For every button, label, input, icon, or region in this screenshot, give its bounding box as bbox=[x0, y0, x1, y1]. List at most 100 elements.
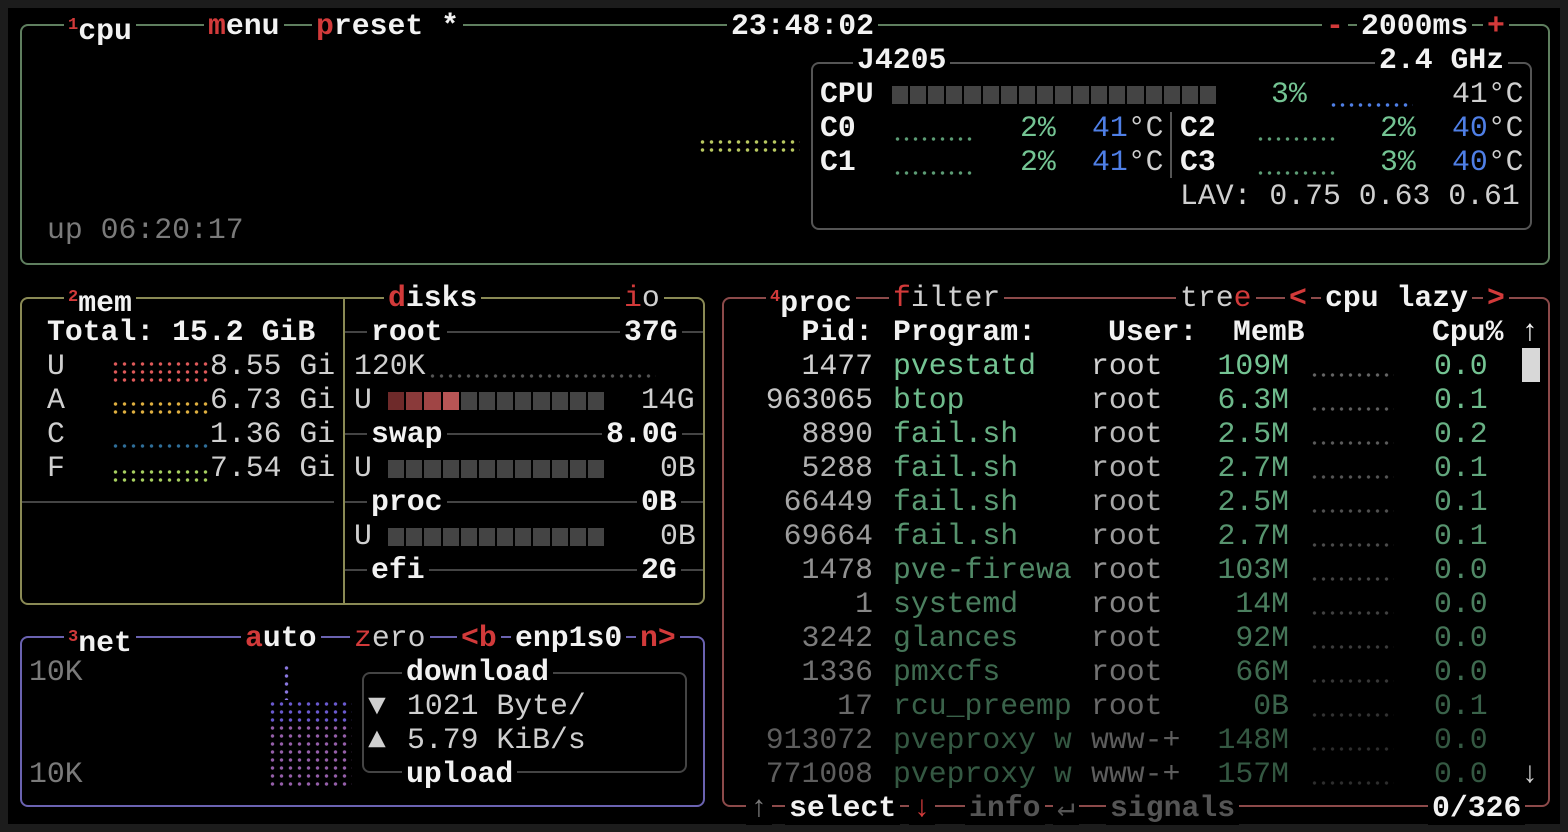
zero-label: ero bbox=[371, 621, 426, 655]
filter-hotkey: f bbox=[893, 281, 911, 315]
bar-segment bbox=[406, 392, 423, 410]
bar-segment bbox=[460, 528, 477, 546]
bar-segment bbox=[533, 392, 550, 410]
process-cpu: 0.0 bbox=[1434, 587, 1488, 621]
update-interval: 2000ms bbox=[1357, 9, 1473, 43]
bar-segment bbox=[515, 528, 532, 546]
core-mini-graph bbox=[893, 135, 975, 143]
core-label: C0 bbox=[820, 111, 856, 145]
process-cpu-mini-graph bbox=[1310, 371, 1394, 379]
process-cpu: 0.2 bbox=[1434, 417, 1488, 451]
disk-root-size: 37G bbox=[620, 315, 682, 349]
core-mini-graph bbox=[1256, 135, 1336, 143]
proc-filter-button[interactable]: filter bbox=[889, 281, 1005, 315]
process-cpu: 0.1 bbox=[1434, 519, 1488, 553]
select-button[interactable]: select bbox=[785, 791, 901, 825]
process-pid: 771008 bbox=[765, 757, 873, 791]
net-scale-top: 10K bbox=[29, 655, 83, 689]
net-panel-title[interactable]: 3net bbox=[64, 621, 136, 660]
net-auto-toggle[interactable]: auto bbox=[241, 621, 321, 655]
mem-total: Total: 15.2 GiB bbox=[47, 315, 316, 349]
process-cpu-mini-graph bbox=[1310, 439, 1394, 447]
process-program: fail.sh bbox=[893, 417, 1019, 451]
menu-button[interactable]: menu bbox=[204, 9, 284, 43]
cpu-panel-title[interactable]: 1cpu bbox=[64, 9, 136, 48]
bar-segment bbox=[442, 460, 459, 478]
mem-available-graph bbox=[111, 400, 208, 416]
proc-panel-title[interactable]: 4proc bbox=[766, 281, 856, 320]
net-prev-interface-button[interactable]: <b bbox=[457, 621, 501, 655]
select-up-icon[interactable]: ↑ bbox=[746, 791, 772, 825]
bar-segment bbox=[569, 528, 586, 546]
column-header-pid[interactable]: Pid: bbox=[801, 315, 873, 349]
core-mini-graph bbox=[1256, 169, 1336, 177]
zero-hotkey: z bbox=[354, 621, 372, 655]
disks-label: isks bbox=[405, 281, 478, 315]
cpu-total-temp: 41°C bbox=[1452, 77, 1524, 111]
process-program: fail.sh bbox=[893, 485, 1019, 519]
disk-swap-name[interactable]: swap bbox=[367, 417, 447, 451]
process-memory: 109M bbox=[1217, 349, 1289, 383]
proc-panel-number: 4 bbox=[770, 288, 781, 307]
interval-decrease-button[interactable]: - bbox=[1322, 9, 1348, 43]
mem-cached-value: 1.36 Gi bbox=[210, 417, 336, 451]
proc-tree-toggle[interactable]: tree bbox=[1176, 281, 1256, 315]
mem-disks-divider bbox=[343, 299, 345, 603]
process-memory: 2.5M bbox=[1217, 417, 1289, 451]
select-down-icon[interactable]: ↓ bbox=[909, 791, 935, 825]
scroll-up-icon[interactable]: ↑ bbox=[1521, 315, 1539, 349]
download-label: download bbox=[402, 655, 554, 689]
uptime: up 06:20:17 bbox=[47, 213, 244, 247]
net-title: net bbox=[78, 626, 132, 660]
mem-free-label: F bbox=[47, 451, 65, 485]
mem-panel bbox=[20, 297, 705, 605]
preset-button[interactable]: preset * bbox=[312, 9, 464, 43]
scrollbar-thumb[interactable] bbox=[1522, 348, 1540, 382]
process-program: pveproxy w bbox=[893, 723, 1072, 757]
io-toggle[interactable]: io bbox=[620, 281, 664, 315]
disk-root-used-label: U bbox=[354, 383, 372, 417]
bar-segment bbox=[497, 392, 514, 410]
disk-efi-rule bbox=[345, 569, 703, 571]
mem-cached-label: C bbox=[47, 417, 65, 451]
process-memory: 6.3M bbox=[1217, 383, 1289, 417]
mem-title: mem bbox=[78, 286, 132, 320]
core-temp: 40°C bbox=[1452, 111, 1524, 145]
column-header-user[interactable]: User: bbox=[1108, 315, 1198, 349]
disk-swap-rule bbox=[345, 433, 703, 435]
bar-segment bbox=[460, 392, 477, 410]
process-program: pvestatd bbox=[893, 349, 1037, 383]
process-memory: 2.7M bbox=[1217, 451, 1289, 485]
process-cpu: 0.0 bbox=[1434, 723, 1488, 757]
disk-root-name[interactable]: root bbox=[367, 315, 447, 349]
bar-segment bbox=[533, 460, 550, 478]
scroll-down-icon[interactable]: ↓ bbox=[1521, 757, 1539, 791]
interval-increase-button[interactable]: + bbox=[1483, 9, 1509, 43]
process-memory: 66M bbox=[1235, 655, 1289, 689]
upload-arrow-icon: ▲ bbox=[368, 723, 386, 757]
process-cpu-mini-graph bbox=[1310, 575, 1394, 583]
bar-segment bbox=[551, 392, 568, 410]
bar-segment bbox=[478, 528, 496, 546]
disk-proc-name[interactable]: proc bbox=[367, 485, 447, 519]
process-memory: 2.5M bbox=[1217, 485, 1289, 519]
disk-swap-used: 0B bbox=[660, 451, 696, 485]
column-header-cpu[interactable]: Cpu% bbox=[1432, 315, 1504, 349]
auto-hotkey: a bbox=[245, 621, 263, 655]
column-header-program[interactable]: Program: bbox=[893, 315, 1037, 349]
io-label: o bbox=[641, 281, 660, 315]
sort-next-button[interactable]: > bbox=[1483, 281, 1509, 315]
disk-efi-name[interactable]: efi bbox=[367, 553, 429, 587]
info-button[interactable]: info bbox=[965, 791, 1045, 825]
disks-title[interactable]: disks bbox=[384, 281, 482, 315]
process-cpu-mini-graph bbox=[1310, 473, 1394, 481]
column-header-memory[interactable]: MemB bbox=[1233, 315, 1305, 349]
disk-proc-rule bbox=[345, 501, 703, 503]
mem-panel-title[interactable]: 2mem bbox=[64, 281, 136, 320]
process-user: root bbox=[1091, 519, 1163, 553]
signals-button[interactable]: signals bbox=[1106, 791, 1240, 825]
net-zero-toggle[interactable]: zero bbox=[350, 621, 430, 655]
net-next-interface-button[interactable]: n> bbox=[636, 621, 680, 655]
sort-prev-button[interactable]: < bbox=[1285, 281, 1311, 315]
net-download-graph bbox=[268, 700, 352, 722]
